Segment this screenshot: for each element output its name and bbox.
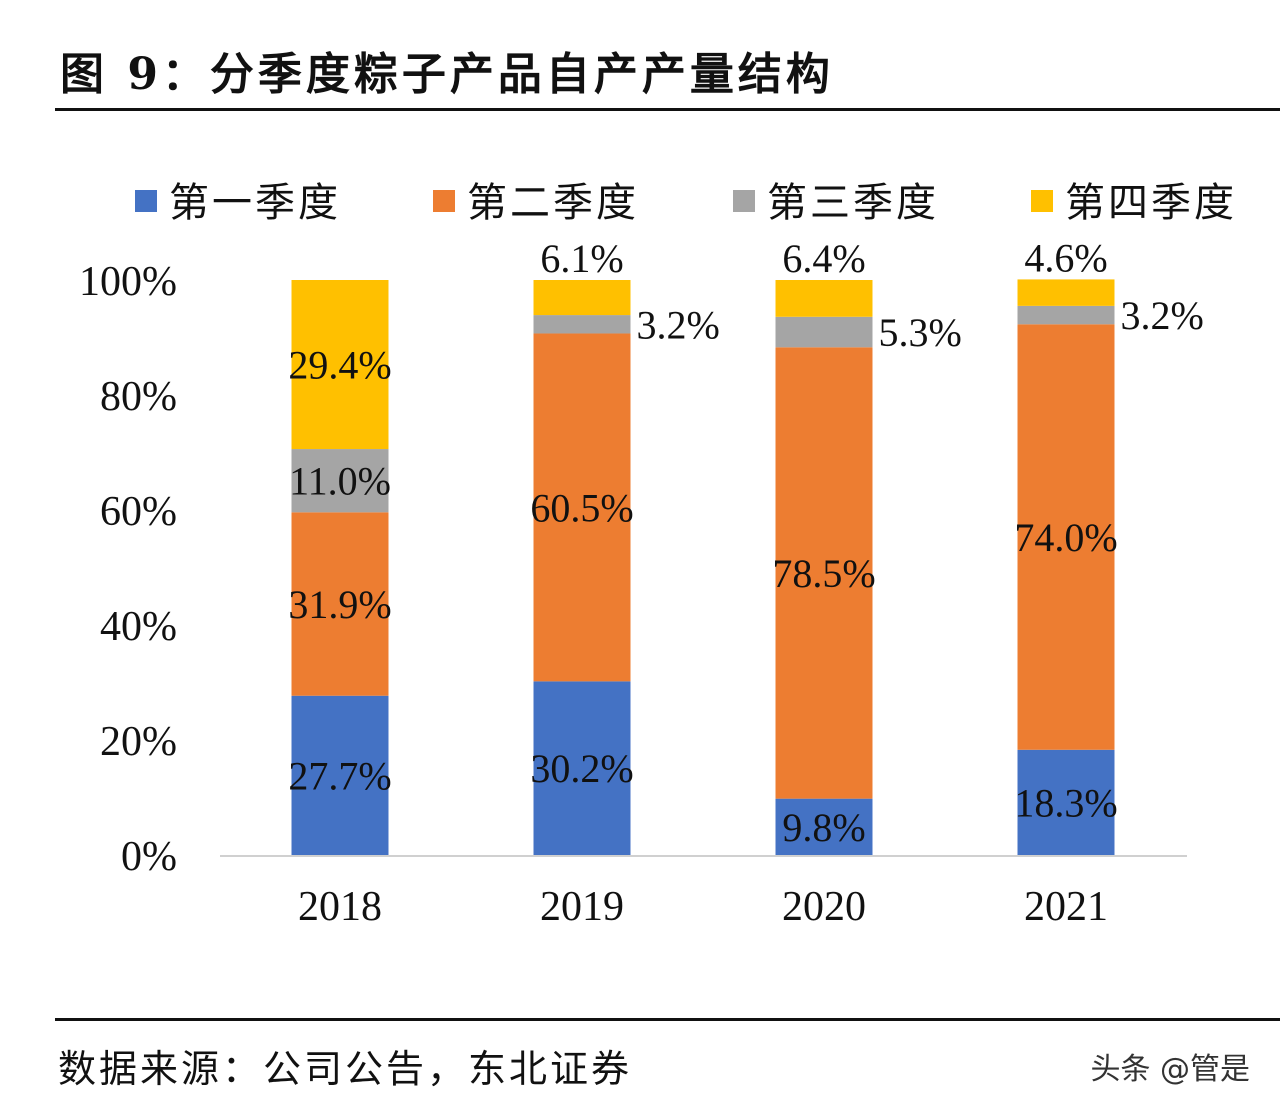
data-label-2020-q2: 78.5% [772,551,875,596]
legend-swatch-1 [135,190,157,212]
y-tick-label: 80% [100,374,177,420]
y-tick-label: 0% [121,834,177,880]
y-tick-label: 20% [100,719,177,765]
data-label-2019-q1: 30.2% [530,746,633,791]
data-label-2019-q4: 6.1% [540,236,623,281]
bar-segment-2020-q3 [775,316,873,348]
bar-segment-2020-q2 [775,347,873,799]
bar-segment-2020-q4 [775,280,873,317]
x-tick-label: 2019 [540,884,624,930]
stacked-bar-chart: 0% 20% 40% 60% 80% 100% 第一季度 第二季度 第三季度 第四季度 27.7% 3… [79,180,1237,930]
legend-swatch-3 [733,190,755,212]
data-label-2020-q3: 5.3% [879,310,962,355]
x-tick-label: 2021 [1024,884,1108,930]
data-label-2021-q2: 74.0% [1014,515,1117,560]
bar-segment-2019-q4 [533,280,631,316]
bar-segment-2021-q3 [1017,305,1115,325]
y-tick-label: 40% [100,604,177,650]
bar-segment-2018-q3 [291,449,389,513]
data-label-2020-q4: 6.4% [782,236,865,281]
footer-divider [55,1018,1280,1021]
data-label-2019-q2: 60.5% [530,485,633,530]
bar-segment-2020-q1 [775,798,873,855]
bar-segment-2018-q2 [291,512,389,696]
title-divider [55,108,1280,111]
bar-segment-2018-q4 [291,280,389,450]
bar-segment-2018-q1 [291,695,389,855]
data-label-2018-q2: 31.9% [288,582,391,627]
source-note: 数据来源：公司公告，东北证券 [58,1047,633,1091]
data-label-2018-q3: 11.0% [289,459,391,504]
data-label-2021-q1: 18.3% [1014,780,1117,825]
data-label-2019-q3: 3.2% [637,302,720,347]
legend-swatch-4 [1031,190,1053,212]
bar-segment-2019-q1 [533,681,631,855]
data-label-2021-q4: 4.6% [1024,235,1107,280]
chart-title: 图 9：分季度粽子产品自产产量结构 [60,49,834,100]
legend-swatch-2 [433,190,455,212]
y-tick-label: 60% [100,489,177,535]
data-label-2018-q1: 27.7% [288,753,391,798]
legend-label-3: 第三季度 [767,180,939,225]
bar-segment-2021-q1 [1017,749,1115,855]
legend-label-1: 第一季度 [169,180,341,225]
watermark: 头条 @管是 [1090,1052,1250,1087]
legend-label-2: 第二季度 [467,180,639,225]
bar-segment-2021-q2 [1017,324,1115,750]
data-label-2020-q1: 9.8% [782,805,865,850]
x-tick-label: 2020 [782,884,866,930]
x-tick-label: 2018 [298,884,382,930]
bar-segment-2019-q2 [533,333,631,682]
y-tick-label: 100% [79,259,177,305]
bar-segment-2021-q4 [1017,279,1115,306]
bar-segment-2019-q3 [533,315,631,334]
legend-label-4: 第四季度 [1065,180,1237,225]
data-label-2018-q4: 29.4% [288,343,391,388]
data-label-2021-q3: 3.2% [1121,293,1204,338]
